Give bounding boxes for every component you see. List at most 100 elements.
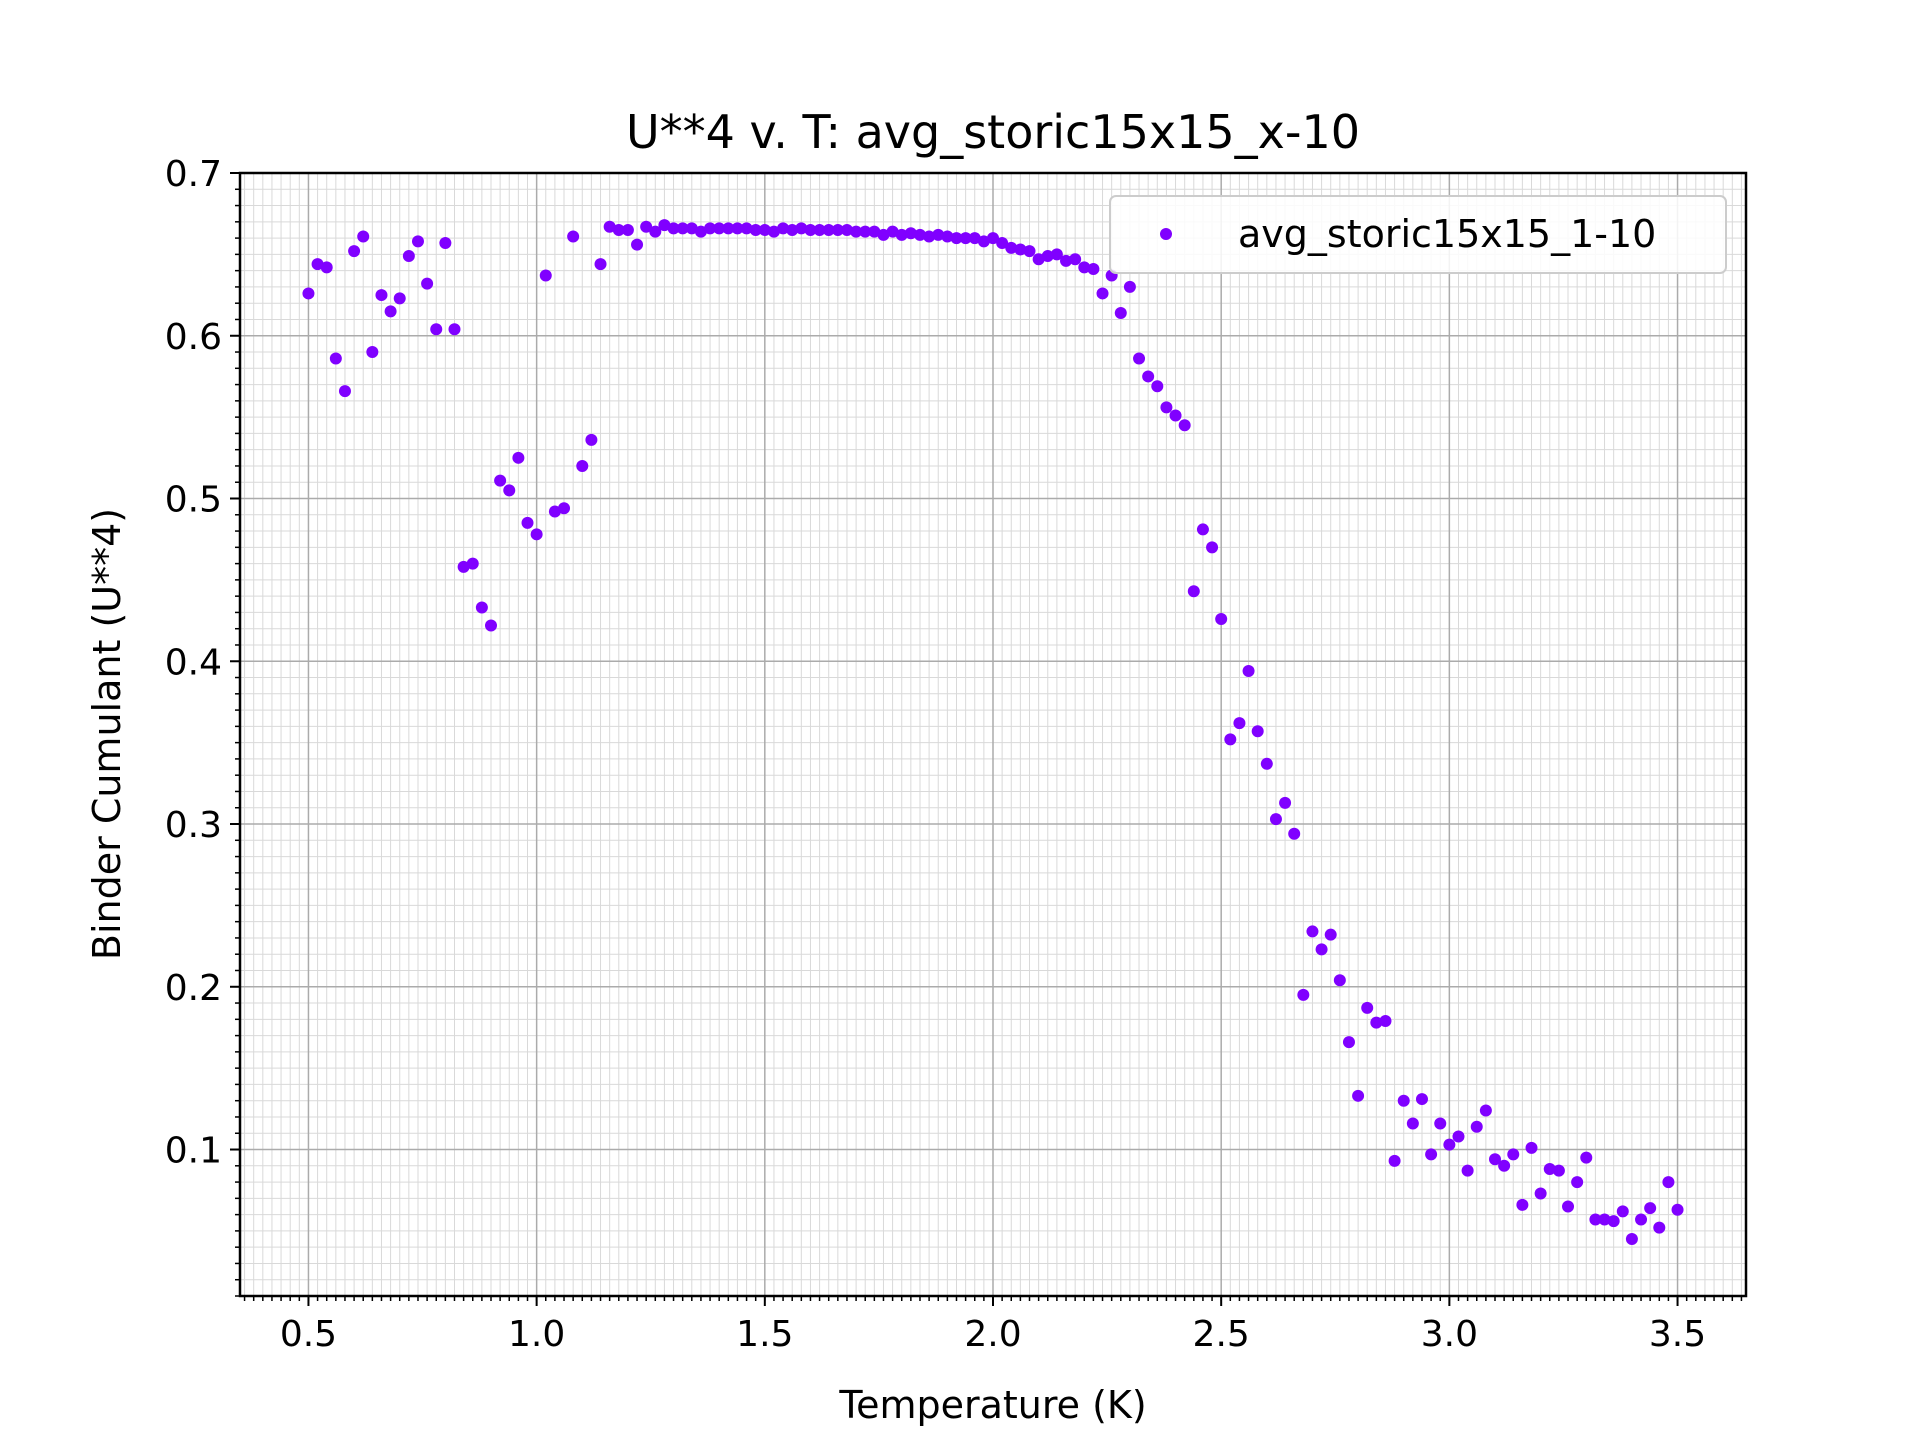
- data-point: [850, 225, 863, 238]
- major-grid: [240, 172, 1746, 1296]
- data-point: [558, 502, 571, 515]
- y-axis-title: Binder Cumulant (U**4): [85, 508, 129, 960]
- data-point: [840, 223, 853, 236]
- y-tick-label: 0.3: [165, 805, 222, 846]
- data-point: [612, 223, 625, 236]
- data-point: [1032, 253, 1045, 266]
- data-point: [685, 222, 698, 235]
- data-point: [740, 222, 753, 235]
- data-point: [1324, 928, 1337, 941]
- data-point: [977, 235, 990, 248]
- y-tick-label: 0.7: [165, 154, 222, 195]
- data-point: [713, 222, 726, 235]
- data-point: [1050, 248, 1063, 261]
- data-point: [831, 223, 844, 236]
- data-point: [503, 484, 516, 497]
- data-point: [1425, 1148, 1438, 1161]
- data-point: [1142, 370, 1155, 383]
- data-point: [1598, 1213, 1611, 1226]
- data-point: [704, 222, 717, 235]
- data-point: [393, 292, 406, 305]
- data-point: [594, 258, 607, 271]
- x-tick-label: 3.5: [1649, 1314, 1706, 1355]
- data-point: [1078, 261, 1091, 274]
- data-point: [923, 230, 936, 243]
- data-point: [1060, 254, 1073, 267]
- data-point: [1461, 1164, 1474, 1177]
- y-tick-label: 0.6: [165, 317, 222, 358]
- legend-marker: [1160, 228, 1172, 240]
- data-point: [1525, 1141, 1538, 1154]
- data-point: [439, 236, 452, 249]
- x-tick-label: 1.5: [736, 1314, 793, 1355]
- x-tick-label: 0.5: [280, 1314, 337, 1355]
- data-point: [640, 220, 653, 233]
- data-point: [621, 223, 634, 236]
- data-point: [658, 219, 671, 232]
- data-point: [1671, 1203, 1684, 1216]
- data-point: [676, 222, 689, 235]
- data-point: [767, 225, 780, 238]
- data-point: [1406, 1117, 1419, 1130]
- data-point: [959, 232, 972, 245]
- chart-title: U**4 v. T: avg_storic15x15_x-10: [626, 105, 1360, 159]
- data-point: [987, 232, 999, 245]
- data-point: [1160, 401, 1173, 414]
- data-point: [1571, 1176, 1584, 1189]
- data-point: [466, 557, 479, 570]
- data-point: [649, 225, 662, 238]
- y-tick-label: 0.4: [165, 642, 222, 683]
- data-point: [1297, 988, 1310, 1001]
- data-point: [1306, 925, 1319, 938]
- data-point: [1562, 1200, 1575, 1213]
- data-point: [421, 277, 434, 290]
- data-point: [1352, 1089, 1365, 1102]
- legend-box: [1109, 195, 1727, 274]
- data-point: [795, 222, 808, 235]
- legend: avg_storic15x15_1-10: [1109, 195, 1727, 274]
- data-point: [485, 619, 497, 632]
- data-point: [384, 305, 397, 318]
- data-point: [1452, 1130, 1465, 1143]
- data-point: [895, 228, 908, 241]
- data-point: [411, 235, 424, 248]
- data-point: [694, 225, 707, 238]
- data-point: [631, 238, 644, 251]
- data-point: [731, 222, 744, 235]
- data-point: [1361, 1001, 1374, 1014]
- data-point: [357, 230, 370, 243]
- data-point: [1589, 1213, 1602, 1226]
- data-point: [868, 225, 881, 238]
- data-point: [904, 227, 917, 240]
- y-axis-ticks: 0.1 0.2 0.3 0.4 0.5 0.6 0.7: [165, 154, 240, 1297]
- data-point: [375, 289, 388, 302]
- data-point: [1625, 1233, 1638, 1246]
- data-point: [1543, 1163, 1556, 1176]
- data-point: [1251, 725, 1264, 738]
- x-axis-ticks: 0.5 1.0 1.5 2.0 2.5 3.0 3.5: [243, 1296, 1743, 1355]
- data-point: [430, 323, 443, 336]
- data-point: [548, 505, 561, 518]
- data-point: [329, 352, 342, 365]
- data-point: [1269, 813, 1282, 826]
- data-point: [941, 230, 954, 243]
- data-point: [1215, 612, 1228, 625]
- data-point: [366, 346, 379, 359]
- data-point: [320, 261, 333, 274]
- data-point: [749, 223, 762, 236]
- data-point: [1635, 1213, 1648, 1226]
- data-point: [539, 269, 552, 282]
- data-point: [1516, 1198, 1529, 1211]
- x-tick-label: 3.0: [1421, 1314, 1478, 1355]
- data-point: [1196, 523, 1209, 536]
- data-point: [886, 225, 899, 238]
- data-point: [1187, 585, 1200, 598]
- data-point: [1479, 1104, 1492, 1117]
- data-point: [822, 223, 835, 236]
- data-point: [1114, 306, 1127, 319]
- data-point: [1315, 943, 1328, 956]
- data-point: [1242, 665, 1255, 678]
- data-point: [1041, 250, 1054, 263]
- data-point: [877, 228, 890, 241]
- data-point: [777, 222, 790, 235]
